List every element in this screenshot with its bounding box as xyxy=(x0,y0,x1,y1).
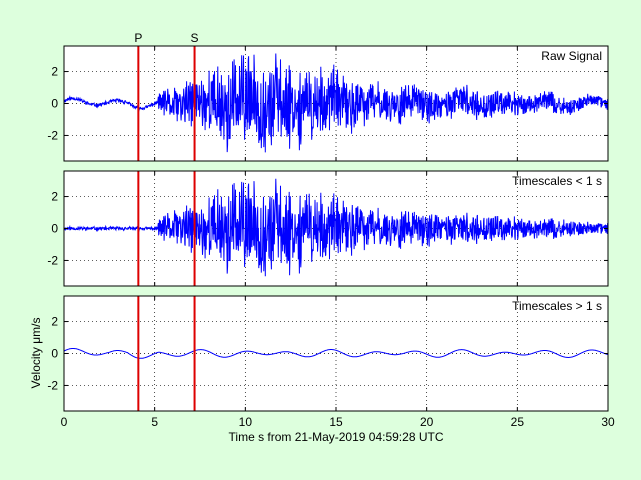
y-tick-label: -2 xyxy=(47,253,58,267)
x-tick-label: 20 xyxy=(420,415,434,429)
x-tick-label: 0 xyxy=(61,415,68,429)
marker-label-p: P xyxy=(134,31,142,45)
y-tick-label: 0 xyxy=(51,97,58,111)
y-tick-label: 0 xyxy=(51,347,58,361)
panel-label: Timescales < 1 s xyxy=(512,174,602,188)
panel-2: -2 0 2 Timescales < 1 s xyxy=(47,170,609,287)
y-axis-label: Velocity μm/s xyxy=(29,318,43,389)
series-line xyxy=(64,178,608,277)
x-axis-label: Time s from 21-May-2019 04:59:28 UTC xyxy=(229,430,444,444)
x-tick-label: 15 xyxy=(329,415,343,429)
x-tick-label: 10 xyxy=(239,415,253,429)
x-tick-label: 5 xyxy=(151,415,158,429)
y-tick-label: -2 xyxy=(47,378,58,392)
y-tick-label: 2 xyxy=(51,315,58,329)
panel-label: Raw Signal xyxy=(541,49,602,63)
series-line xyxy=(64,348,608,359)
y-tick-label: 2 xyxy=(51,65,58,79)
y-tick-label: 2 xyxy=(51,190,58,204)
panel-label: Timescales > 1 s xyxy=(512,299,602,313)
x-tick-label: 30 xyxy=(601,415,615,429)
y-tick-label: -2 xyxy=(47,128,58,142)
series-line xyxy=(64,53,608,153)
panel-1: -2 0 2 Raw Signal P S xyxy=(47,31,609,162)
marker-label-s: S xyxy=(191,31,199,45)
y-tick-label: 0 xyxy=(51,222,58,236)
x-tick-label: 25 xyxy=(511,415,525,429)
